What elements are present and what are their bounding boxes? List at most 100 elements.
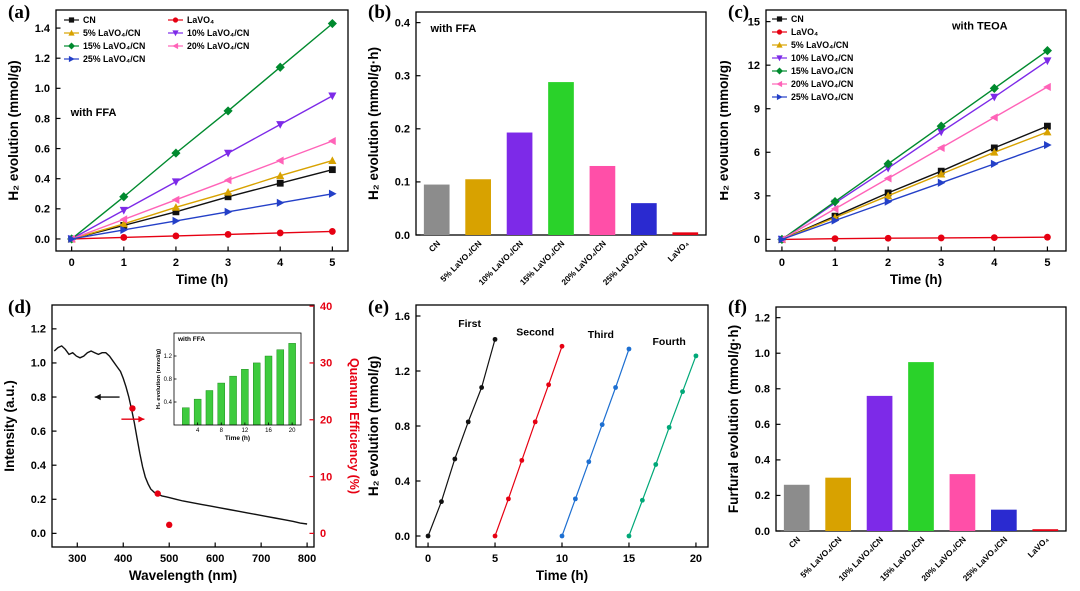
svg-text:5: 5 <box>1044 257 1050 269</box>
panel-e-chart: 0 5 10 15 20 0.0 0.4 0.8 1.2 1.6 Time (h) H₂ evolut… <box>366 304 709 583</box>
svg-text:Time (h): Time (h) <box>890 272 942 287</box>
svg-text:0.0: 0.0 <box>395 531 410 543</box>
svg-text:Quanum Efficiency (%): Quanum Efficiency (%) <box>347 358 360 494</box>
svg-text:Third: Third <box>588 329 614 341</box>
svg-text:1.2: 1.2 <box>31 324 46 336</box>
svg-text:10: 10 <box>556 553 568 565</box>
svg-text:0.4: 0.4 <box>31 460 47 472</box>
svg-text:LaVO₄: LaVO₄ <box>791 27 818 37</box>
svg-text:0.0: 0.0 <box>31 528 46 540</box>
svg-text:H₂ evolution (mmol/g): H₂ evolution (mmol/g) <box>156 349 162 409</box>
svg-text:3: 3 <box>754 191 760 203</box>
svg-text:0.2: 0.2 <box>35 204 50 216</box>
svg-text:3: 3 <box>225 257 231 269</box>
panel-a-chart: 0 1 2 3 4 5 0.0 0.2 0.4 0.6 0.8 1.0 1.2 1.4 Time (h) H₂… <box>6 9 349 287</box>
svg-text:0.0: 0.0 <box>395 230 410 242</box>
svg-text:15% LaVO₄/CN: 15% LaVO₄/CN <box>83 41 145 51</box>
svg-text:1.0: 1.0 <box>31 358 46 370</box>
svg-text:0: 0 <box>779 257 785 269</box>
svg-text:25% LaVO₄/CN: 25% LaVO₄/CN <box>83 54 145 64</box>
svg-text:0.2: 0.2 <box>755 490 770 502</box>
svg-text:Wavelength (nm): Wavelength (nm) <box>129 568 237 583</box>
panel-a-label: (a) <box>8 2 31 23</box>
panel-d-label: (d) <box>8 297 32 318</box>
svg-text:5% LaVO₄/CN: 5% LaVO₄/CN <box>791 40 848 50</box>
panel-d-chart: 300 400 500 600 700 8000.00.20.40.60.81.01.2W… <box>2 301 360 583</box>
svg-text:CN: CN <box>427 238 443 254</box>
svg-text:1.2: 1.2 <box>755 312 770 324</box>
svg-text:First: First <box>458 318 481 330</box>
svg-text:5: 5 <box>492 553 498 565</box>
svg-text:0.3: 0.3 <box>395 71 410 83</box>
svg-text:1.0: 1.0 <box>35 83 50 95</box>
svg-text:5: 5 <box>329 257 335 269</box>
svg-text:2: 2 <box>173 257 179 269</box>
panel-e-label: (e) <box>368 297 390 318</box>
panel-c-label: (c) <box>728 2 750 23</box>
svg-text:0.6: 0.6 <box>35 143 50 155</box>
svg-text:0.8: 0.8 <box>31 392 46 404</box>
svg-text:0: 0 <box>425 553 431 565</box>
svg-text:Second: Second <box>516 326 554 338</box>
svg-text:8: 8 <box>220 428 224 434</box>
svg-text:1.2: 1.2 <box>395 366 410 378</box>
svg-text:Time (h): Time (h) <box>225 435 250 442</box>
panel-b: (b) 0.0 0.1 0.2 0.3 0.4 H₂ evolution (mmol/g·… <box>360 0 720 295</box>
svg-text:0.4: 0.4 <box>395 17 411 29</box>
svg-text:12: 12 <box>242 428 249 434</box>
svg-text:with TEOA: with TEOA <box>951 20 1008 32</box>
svg-text:H₂ evolution (mmol/g): H₂ evolution (mmol/g) <box>6 60 21 200</box>
svg-text:0.4: 0.4 <box>755 455 771 467</box>
svg-text:5% LaVO₄/CN: 5% LaVO₄/CN <box>83 28 140 38</box>
svg-text:CN: CN <box>83 15 96 25</box>
svg-text:1.4: 1.4 <box>35 23 51 35</box>
svg-text:5% LaVO₄/CN: 5% LaVO₄/CN <box>438 238 483 283</box>
svg-text:0.8: 0.8 <box>35 113 50 125</box>
svg-text:Fourth: Fourth <box>653 336 686 348</box>
svg-text:0: 0 <box>320 528 326 540</box>
svg-text:30: 30 <box>320 358 332 370</box>
svg-text:LaVO₄: LaVO₄ <box>187 15 214 25</box>
svg-text:25% LaVO₄/CN: 25% LaVO₄/CN <box>961 534 1010 583</box>
svg-text:0.2: 0.2 <box>395 124 410 136</box>
svg-text:600: 600 <box>206 553 224 565</box>
svg-text:0.4: 0.4 <box>164 400 173 406</box>
svg-text:0.6: 0.6 <box>755 419 770 431</box>
svg-text:0.6: 0.6 <box>31 426 46 438</box>
svg-text:15% LaVO₄/CN: 15% LaVO₄/CN <box>791 66 853 76</box>
svg-text:1.0: 1.0 <box>755 348 770 360</box>
svg-text:Furfural evolution (mmol/g·h): Furfural evolution (mmol/g·h) <box>726 325 741 513</box>
panel-b-chart: 0.0 0.1 0.2 0.3 0.4 H₂ evolution (mmol/g·h) CN… <box>366 11 707 287</box>
svg-text:1.2: 1.2 <box>164 354 173 360</box>
svg-text:20: 20 <box>690 553 702 565</box>
svg-text:4: 4 <box>277 257 284 269</box>
svg-text:1.2: 1.2 <box>35 53 50 65</box>
svg-text:0: 0 <box>69 257 75 269</box>
panel-f-label: (f) <box>728 297 747 318</box>
svg-text:0.2: 0.2 <box>31 494 46 506</box>
svg-text:CN: CN <box>791 14 804 24</box>
svg-text:300: 300 <box>68 553 86 565</box>
svg-text:40: 40 <box>320 301 332 313</box>
svg-text:500: 500 <box>160 553 178 565</box>
svg-text:0.8: 0.8 <box>164 377 173 383</box>
panel-f: (f) 0.0 0.2 0.4 0.6 0.8 1.0 1.2 Furfural evolut… <box>720 295 1080 591</box>
svg-text:Time (h): Time (h) <box>536 568 588 583</box>
svg-text:700: 700 <box>252 553 270 565</box>
svg-text:Time (h): Time (h) <box>176 272 228 287</box>
svg-text:LaVO₄: LaVO₄ <box>666 238 691 263</box>
svg-text:15: 15 <box>623 553 635 565</box>
svg-text:10% LaVO₄/CN: 10% LaVO₄/CN <box>187 28 249 38</box>
svg-text:4: 4 <box>196 428 200 434</box>
svg-text:15: 15 <box>748 16 760 28</box>
svg-text:1: 1 <box>121 257 127 269</box>
svg-text:10% LaVO₄/CN: 10% LaVO₄/CN <box>791 53 853 63</box>
svg-text:1.6: 1.6 <box>395 311 410 323</box>
svg-text:20% LaVO₄/CN: 20% LaVO₄/CN <box>187 41 249 51</box>
svg-text:with FFA: with FFA <box>177 336 205 343</box>
svg-text:10: 10 <box>320 471 332 483</box>
svg-text:H₂ evolution (mmol/g·h): H₂ evolution (mmol/g·h) <box>366 47 381 200</box>
svg-text:25% LaVO₄/CN: 25% LaVO₄/CN <box>791 92 853 102</box>
